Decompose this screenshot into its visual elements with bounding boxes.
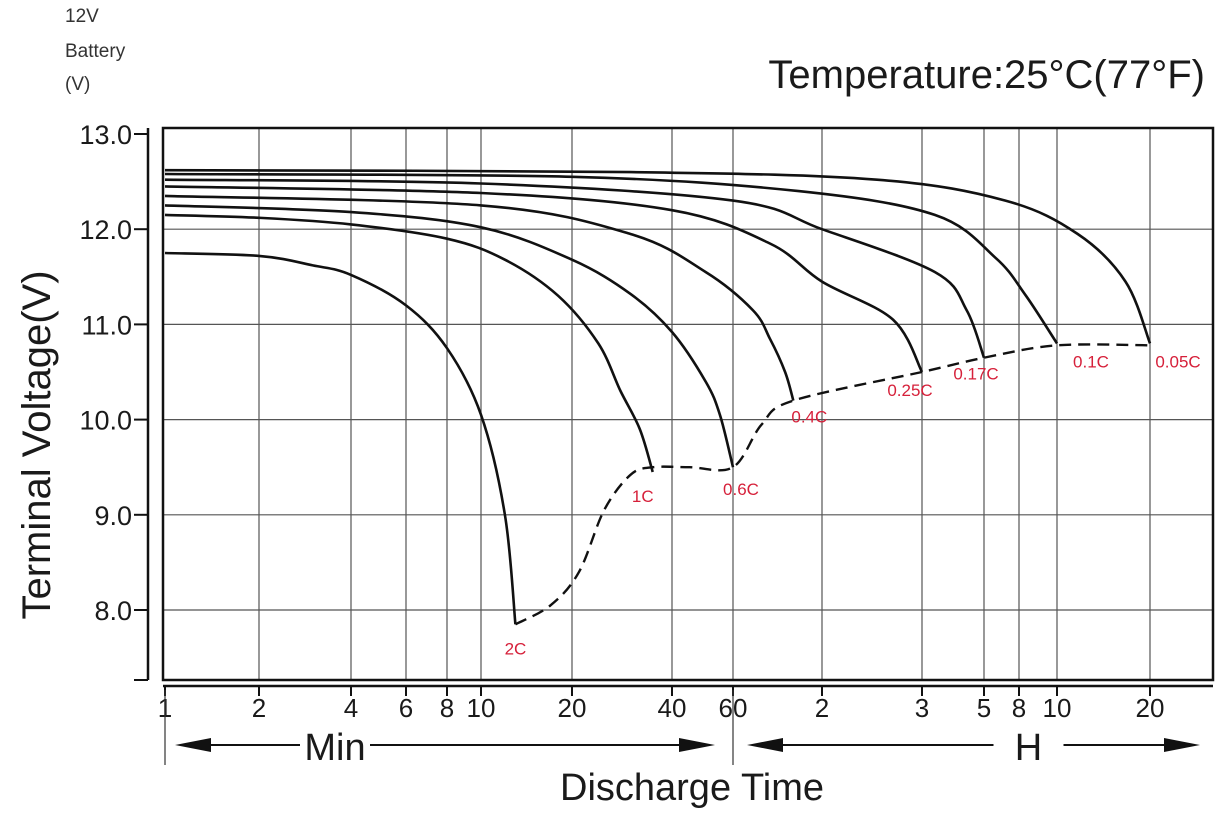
x-tick-label: 4 bbox=[344, 693, 358, 723]
x-tick-label: 2 bbox=[252, 693, 266, 723]
range-arrow-head-right bbox=[1164, 738, 1200, 752]
axes bbox=[134, 126, 1215, 696]
x-tick-label: 2 bbox=[815, 693, 829, 723]
series-line-0.17C bbox=[164, 178, 986, 359]
plot-frame bbox=[161, 126, 1215, 682]
x-tick-labels: 1 2 4 6 8 10 20 40 60 2 3 5 8 10 20 bbox=[158, 693, 1165, 723]
rate-label-0.4C: 0.4C bbox=[791, 408, 827, 427]
y-tick-label: 11.0 bbox=[81, 310, 132, 340]
x-tick-label: 6 bbox=[399, 693, 413, 723]
x-tick-label: 10 bbox=[1043, 693, 1072, 723]
y-axis-label: Terminal Voltage(V) bbox=[15, 270, 59, 619]
unit-label-line-2: Battery bbox=[65, 41, 126, 62]
y-tick-label: 9.0 bbox=[94, 501, 132, 531]
x-tick-label: 40 bbox=[658, 693, 687, 723]
rate-label-0.6C: 0.6C bbox=[723, 480, 759, 499]
y-tick-label: 12.0 bbox=[79, 215, 132, 245]
series-line-0.25C bbox=[164, 185, 924, 373]
range-arrow-head-left bbox=[747, 738, 783, 752]
y-tick-labels: 13.0 12.0 11.0 10.0 9.0 8.0 bbox=[79, 120, 132, 626]
rate-labels: 2C 1C 0.6C 0.4C 0.25C 0.17C 0.1C 0.05C bbox=[505, 352, 1201, 658]
rate-label-2C: 2C bbox=[505, 639, 527, 658]
grid bbox=[163, 128, 1213, 680]
cutoff-line bbox=[514, 343, 1151, 626]
x-axis-label: Discharge Time bbox=[560, 767, 824, 809]
series-line-0.4C bbox=[164, 194, 795, 401]
x-tick-label: 20 bbox=[558, 693, 587, 723]
rate-label-0.17C: 0.17C bbox=[953, 365, 998, 384]
unit-label-line-3: (V) bbox=[65, 74, 90, 95]
unit-label-line-1: 12V bbox=[65, 6, 99, 27]
rate-label-0.1C: 0.1C bbox=[1073, 352, 1109, 371]
y-tick-label: 10.0 bbox=[79, 406, 132, 436]
x-tick-label: 8 bbox=[1012, 693, 1026, 723]
x-tick-label: 5 bbox=[977, 693, 991, 723]
range-label-Min: Min bbox=[304, 727, 365, 769]
rate-label-0.05C: 0.05C bbox=[1155, 352, 1200, 371]
y-tick-label: 13.0 bbox=[79, 120, 132, 150]
series-line-0.1C bbox=[164, 172, 1059, 345]
rate-label-1C: 1C bbox=[632, 487, 654, 506]
series-line-0.6C bbox=[164, 204, 735, 468]
discharge-curves bbox=[164, 168, 1152, 625]
range-label-H: H bbox=[1015, 727, 1042, 769]
range-arrow-head-right bbox=[679, 738, 715, 752]
x-tick-label: 8 bbox=[440, 693, 454, 723]
range-arrow-head-left bbox=[175, 738, 211, 752]
chart-title: Temperature:25°C(77°F) bbox=[768, 53, 1205, 97]
x-tick-label: 20 bbox=[1136, 693, 1165, 723]
x-tick-label: 3 bbox=[915, 693, 929, 723]
series-line-0.05C bbox=[164, 168, 1152, 344]
series-line-2C bbox=[164, 251, 517, 625]
cutoff-voltage-curve bbox=[514, 343, 1151, 626]
y-tick-label: 8.0 bbox=[94, 596, 132, 626]
x-tick-label: 10 bbox=[467, 693, 496, 723]
time-ranges: Min H bbox=[164, 690, 1200, 769]
series-line-1C bbox=[164, 213, 654, 473]
rate-label-0.25C: 0.25C bbox=[887, 381, 932, 400]
